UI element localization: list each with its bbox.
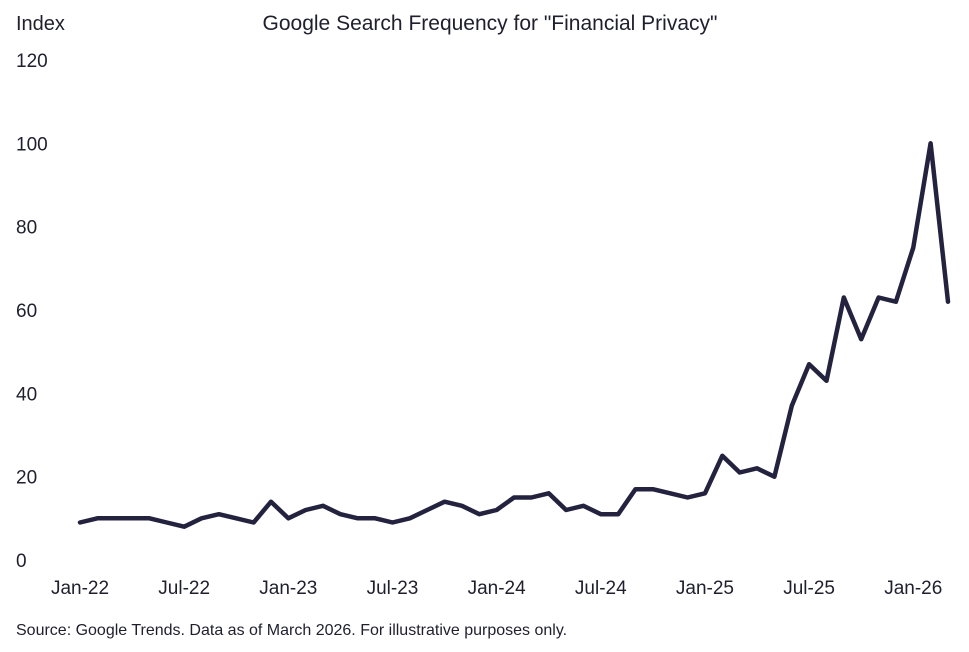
- x-tick-label: Jan-22: [51, 578, 109, 599]
- y-tick-label: 60: [16, 301, 37, 322]
- y-tick-label: 0: [16, 551, 27, 572]
- y-tick-label: 40: [16, 384, 37, 405]
- y-tick-label: 80: [16, 218, 37, 239]
- x-axis-ticks: Jan-22 Jul-22 Jan-23 Jul-23 Jan-24 Jul-24 Jan-…: [51, 578, 942, 599]
- chart-title: Google Search Frequency for "Financial P…: [263, 12, 718, 35]
- y-axis-ticks: 0 20 40 60 80 100 120: [16, 51, 48, 572]
- x-tick-label: Jan-23: [259, 578, 317, 599]
- y-tick-label: 20: [16, 468, 37, 489]
- line-chart: Index Google Search Frequency for "Finan…: [16, 12, 951, 599]
- y-axis-label: Index: [16, 13, 65, 35]
- x-tick-label: Jan-24: [468, 578, 527, 599]
- y-tick-label: 120: [16, 51, 48, 72]
- y-tick-label: 100: [16, 134, 48, 155]
- series-line: [77, 141, 951, 529]
- x-tick-label: Jul-23: [367, 578, 419, 599]
- x-tick-label: Jul-25: [783, 578, 835, 599]
- x-tick-label: Jan-26: [884, 578, 942, 599]
- x-tick-label: Jul-22: [158, 578, 210, 599]
- source-note: Source: Google Trends. Data as of March …: [16, 622, 568, 639]
- x-tick-label: Jul-24: [575, 578, 627, 599]
- x-tick-label: Jan-25: [676, 578, 734, 599]
